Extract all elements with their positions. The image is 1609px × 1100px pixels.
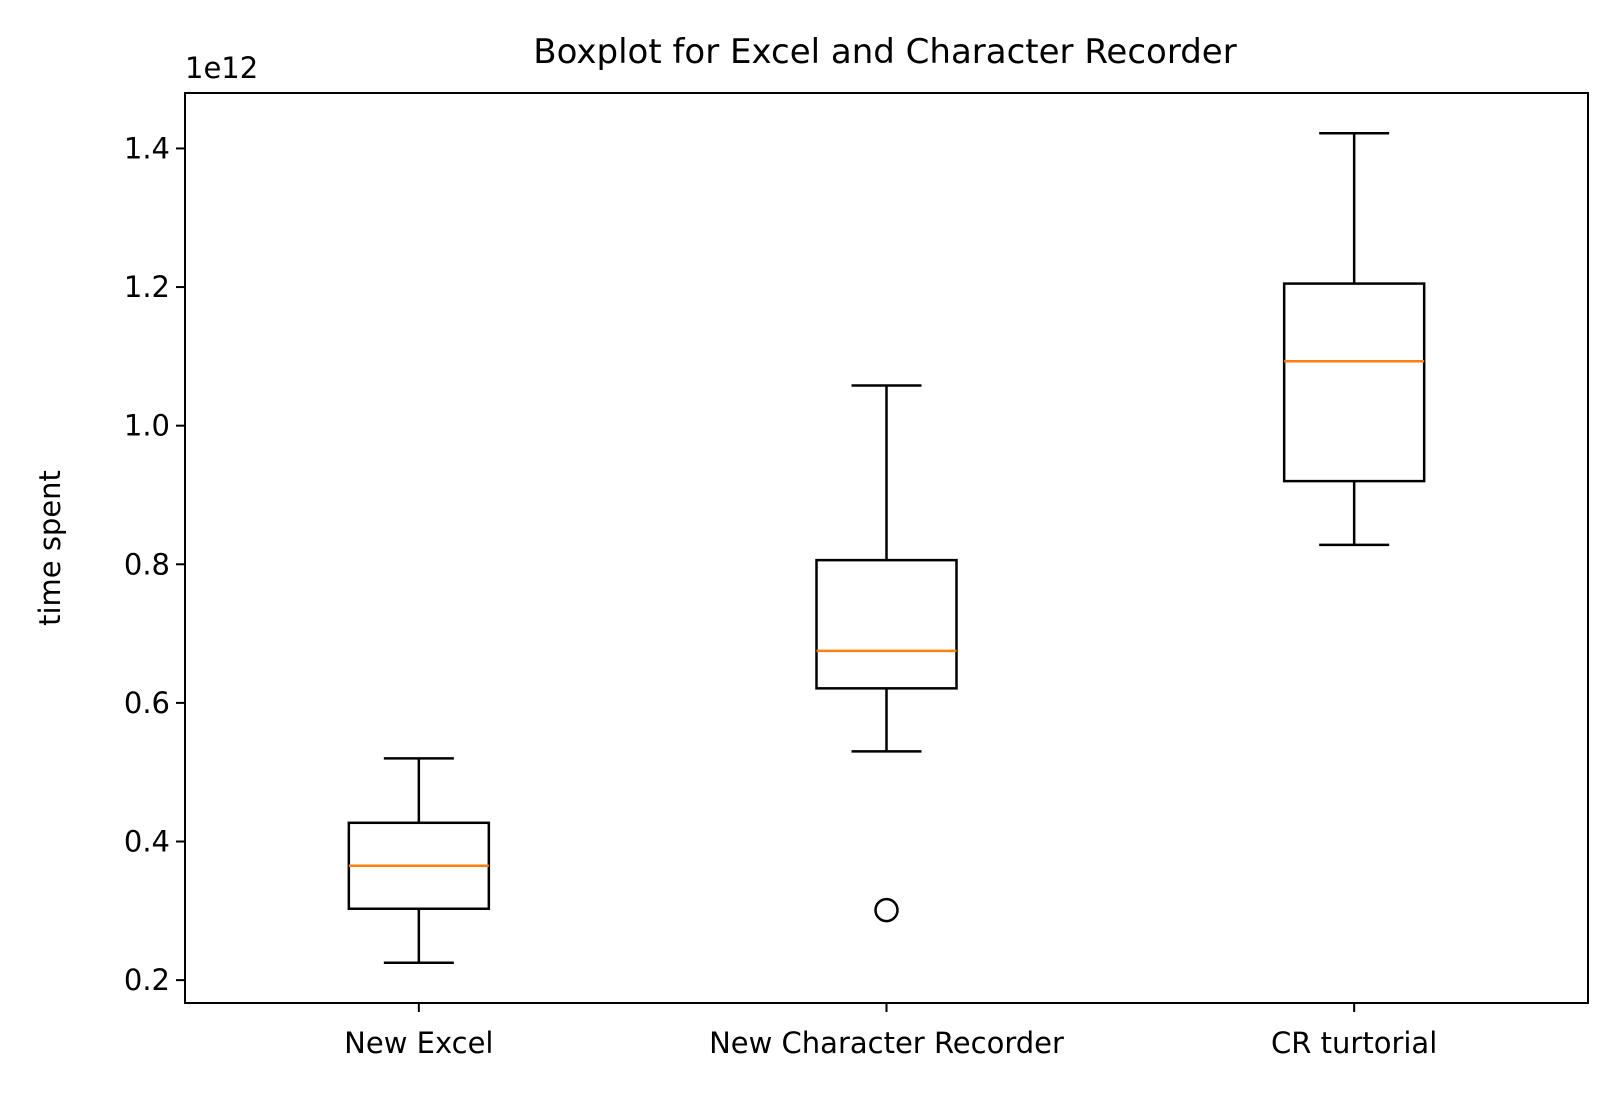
outlier-point [874, 897, 899, 923]
y-tick-label: 1.2 [124, 270, 170, 304]
y-tick-label: 0.2 [124, 963, 170, 997]
boxes [347, 131, 1426, 965]
iqr-box [815, 558, 958, 690]
y-tick-label: 1.0 [124, 409, 170, 443]
x-tick-label: New Character Recorder [709, 1026, 1064, 1060]
y-axis-ticks: 0.2 0.4 0.6 0.8 1.0 1.2 1.4 [124, 131, 185, 997]
box-group [815, 384, 958, 923]
y-tick-label: 0.4 [124, 825, 170, 859]
x-tick-label: New Excel [344, 1026, 493, 1060]
x-tick-label: CR turtorial [1271, 1026, 1437, 1060]
y-tick-label: 0.6 [124, 686, 170, 720]
y-tick-label: 1.4 [124, 131, 170, 165]
y-tick-label: 0.8 [124, 547, 170, 581]
box-group [347, 757, 491, 965]
plot-frame [184, 92, 1589, 1004]
x-axis-ticks: New Excel New Character Recorder CR turtor… [344, 1003, 1437, 1060]
iqr-box [1282, 282, 1426, 483]
chart-title: Boxplot for Excel and Character Recorder [533, 32, 1236, 72]
y-axis-label: time spent [33, 470, 67, 626]
box-group [1282, 131, 1426, 547]
y-offset-label: 1e12 [185, 51, 258, 85]
